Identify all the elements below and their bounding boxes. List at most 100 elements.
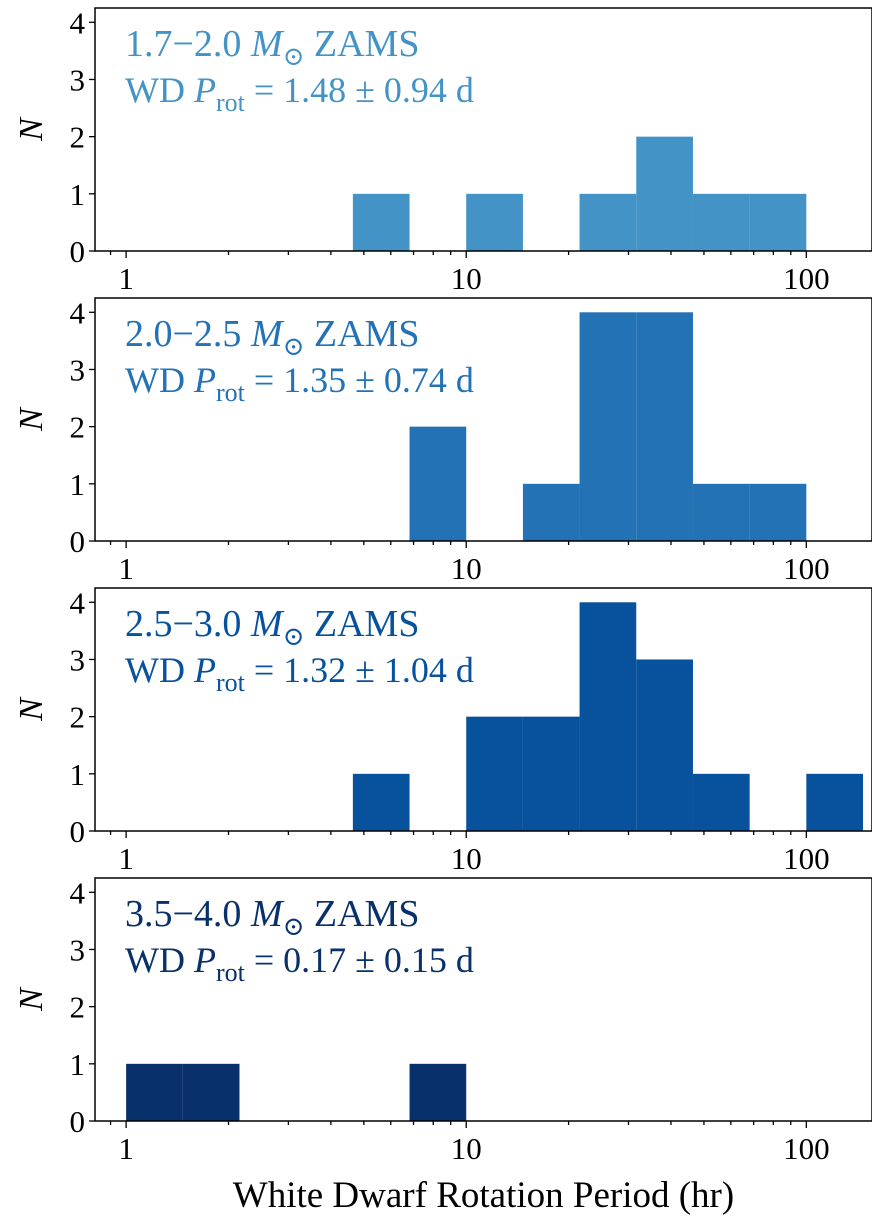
- y-tick-label: 0: [70, 234, 86, 269]
- annotation: 1.7−2.0 M⊙ ZAMS: [125, 23, 419, 71]
- annotation-part: 2.0−2.5: [125, 313, 251, 355]
- x-tick-label: 1: [118, 551, 134, 586]
- y-tick-label: 2: [70, 700, 86, 735]
- y-tick-label: 1: [70, 177, 86, 212]
- bar: [636, 312, 693, 541]
- bar: [522, 483, 580, 541]
- y-axis-label: N: [13, 986, 50, 1012]
- x-tick-label: 100: [783, 1131, 830, 1166]
- annotation-part: 1.7−2.0: [125, 23, 251, 65]
- y-tick-label: 0: [70, 524, 86, 559]
- y-tick-label: 1: [70, 467, 86, 502]
- annotation-part: M: [250, 893, 285, 935]
- annotation-part: WD: [125, 940, 194, 980]
- annotation-part: ⊙: [283, 332, 305, 361]
- y-axis-label: N: [13, 406, 50, 432]
- annotation-part: = 1.48 ± 0.94 d: [245, 70, 474, 110]
- y-tick-label: 3: [70, 932, 86, 967]
- y-tick-label: 0: [70, 1104, 86, 1139]
- annotation: 2.0−2.5 M⊙ ZAMS: [125, 313, 419, 361]
- x-tick-label: 10: [451, 841, 482, 876]
- axes-frame: [94, 297, 872, 542]
- annotation-part: rot: [216, 88, 246, 117]
- annotation-part: P: [193, 650, 216, 690]
- annotation-part: P: [193, 360, 216, 400]
- annotation-part: WD: [125, 70, 194, 110]
- annotation-part: 2.5−3.0: [125, 603, 251, 645]
- annotation-part: = 0.17 ± 0.15 d: [245, 940, 474, 980]
- x-axis-label: White Dwarf Rotation Period (hr): [233, 1175, 734, 1216]
- axes-frame: [94, 877, 872, 1122]
- y-tick-label: 4: [70, 875, 86, 910]
- x-tick-label: 1: [118, 1131, 134, 1166]
- bar: [749, 483, 807, 541]
- x-tick-label: 1: [118, 841, 134, 876]
- y-tick-label: 3: [70, 642, 86, 677]
- annotation-part: P: [193, 70, 216, 110]
- y-axis-label: N: [13, 116, 50, 142]
- annotation-part: ⊙: [283, 42, 305, 71]
- bar: [579, 193, 637, 251]
- bar: [579, 312, 637, 541]
- y-tick-label: 2: [70, 990, 86, 1025]
- y-tick-label: 4: [70, 5, 86, 40]
- bar: [692, 193, 750, 251]
- annotation-part: M: [250, 313, 285, 355]
- bar: [466, 193, 523, 251]
- annotation-part: WD: [125, 650, 194, 690]
- annotation-part: rot: [216, 378, 246, 407]
- bar: [409, 426, 467, 541]
- y-tick-label: 2: [70, 120, 86, 155]
- annotation-part: = 1.32 ± 1.04 d: [245, 650, 474, 690]
- annotation-part: M: [250, 603, 285, 645]
- x-tick-label: 10: [451, 261, 482, 296]
- y-tick-label: 4: [70, 585, 86, 620]
- x-tick-label: 10: [451, 1131, 482, 1166]
- y-tick-label: 1: [70, 757, 86, 792]
- annotation-part: rot: [216, 958, 246, 987]
- y-tick-label: 0: [70, 814, 86, 849]
- bar: [636, 136, 693, 251]
- bar: [749, 193, 807, 251]
- annotation-part: ⊙: [283, 622, 305, 651]
- annotation-part: M: [250, 23, 285, 65]
- y-tick-label: 1: [70, 1047, 86, 1082]
- y-tick-label: 3: [70, 352, 86, 387]
- annotation-part: P: [193, 940, 216, 980]
- bar: [352, 773, 410, 831]
- annotation: 3.5−4.0 M⊙ ZAMS: [125, 893, 419, 941]
- x-tick-label: 100: [783, 551, 830, 586]
- bar: [352, 193, 410, 251]
- annotation-part: 3.5−4.0: [125, 893, 251, 935]
- annotation: WD Prot = 0.17 ± 0.15 d: [125, 940, 474, 987]
- annotation: WD Prot = 1.35 ± 0.74 d: [125, 360, 474, 407]
- annotation-part: rot: [216, 668, 246, 697]
- annotation-part: ⊙: [283, 912, 305, 941]
- annotation-part: WD: [125, 360, 194, 400]
- annotation-part: ZAMS: [304, 893, 419, 935]
- bar: [126, 1063, 183, 1121]
- annotation: WD Prot = 1.48 ± 0.94 d: [125, 70, 474, 117]
- x-tick-label: 100: [783, 841, 830, 876]
- x-tick-label: 100: [783, 261, 830, 296]
- x-tick-label: 1: [118, 261, 134, 296]
- bar: [692, 773, 750, 831]
- bar: [522, 716, 580, 831]
- annotation-part: ZAMS: [304, 313, 419, 355]
- annotation-part: = 1.35 ± 0.74 d: [245, 360, 474, 400]
- y-tick-label: 2: [70, 410, 86, 445]
- bar: [692, 483, 750, 541]
- annotation: WD Prot = 1.32 ± 1.04 d: [125, 650, 474, 697]
- bar: [579, 602, 637, 831]
- annotation-part: ZAMS: [304, 23, 419, 65]
- annotation: 2.5−3.0 M⊙ ZAMS: [125, 603, 419, 651]
- bar: [409, 1063, 467, 1121]
- y-tick-label: 3: [70, 62, 86, 97]
- axes-frame: [94, 587, 872, 832]
